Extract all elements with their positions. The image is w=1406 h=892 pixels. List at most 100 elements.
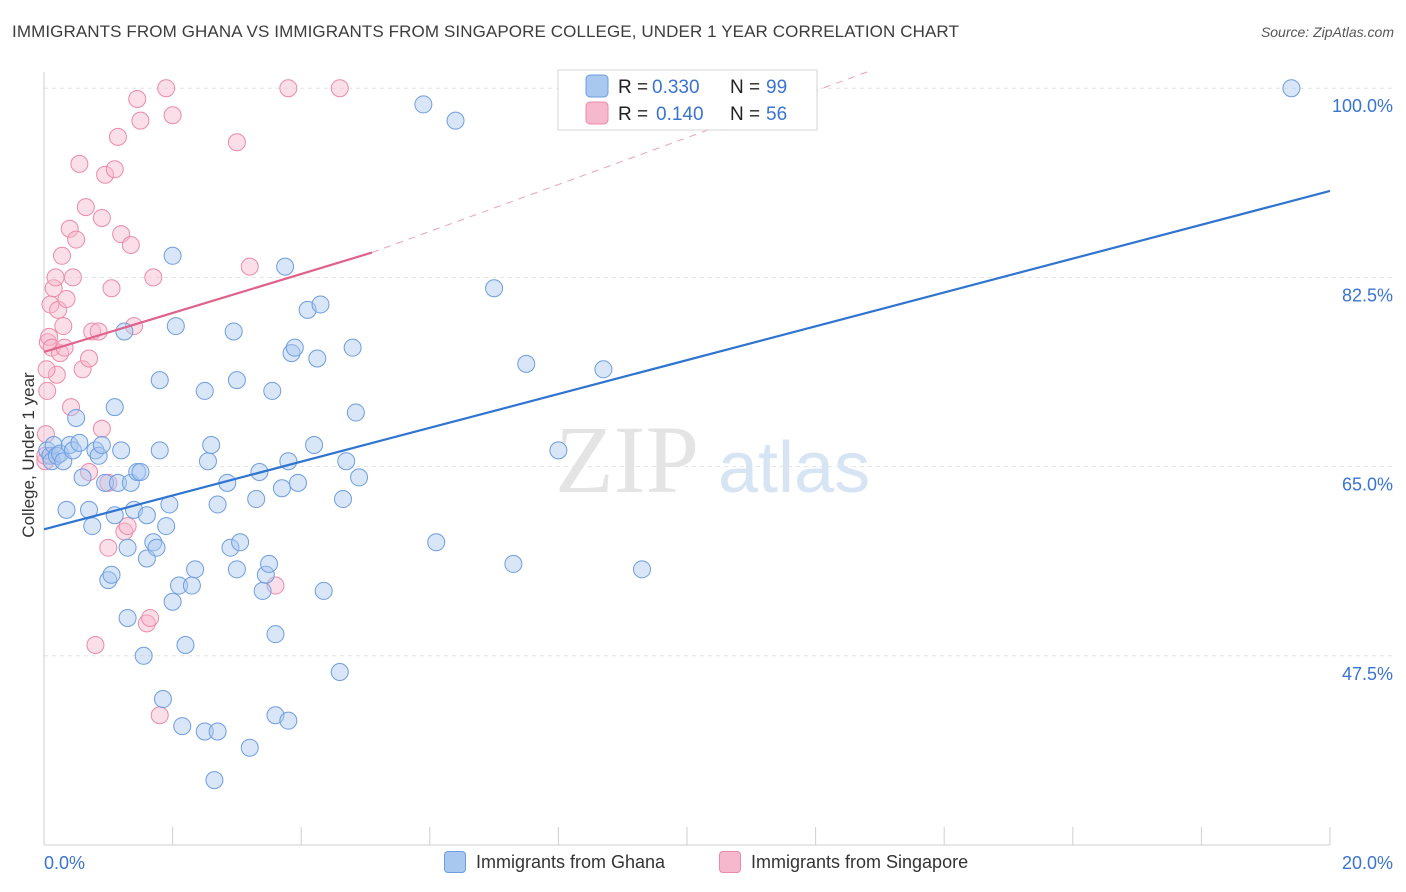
ghana-point[interactable]	[96, 473, 115, 492]
ghana-point[interactable]	[118, 608, 137, 627]
singapore-point[interactable]	[57, 290, 76, 309]
ghana-point[interactable]	[57, 500, 76, 519]
ghana-point[interactable]	[350, 468, 369, 487]
ghana-point[interactable]	[186, 560, 205, 579]
ghana-point[interactable]	[221, 538, 240, 557]
singapore-point[interactable]	[92, 208, 111, 227]
singapore-point[interactable]	[76, 198, 95, 217]
singapore-point[interactable]	[105, 160, 124, 179]
ghana-point[interactable]	[594, 360, 613, 379]
ghana-point[interactable]	[260, 554, 279, 573]
singapore-point[interactable]	[121, 235, 140, 254]
singapore-point[interactable]	[47, 365, 66, 384]
ghana-point[interactable]	[549, 441, 568, 460]
ghana-point[interactable]	[173, 717, 192, 736]
singapore-point[interactable]	[86, 635, 105, 654]
singapore-point[interactable]	[37, 360, 56, 379]
ghana-point[interactable]	[504, 554, 523, 573]
singapore-point[interactable]	[240, 257, 259, 276]
ghana-point[interactable]	[208, 495, 227, 514]
ghana-point[interactable]	[195, 722, 214, 741]
singapore-point[interactable]	[144, 268, 163, 287]
ghana-point[interactable]	[150, 441, 169, 460]
singapore-point[interactable]	[60, 219, 79, 238]
ghana-point[interactable]	[266, 625, 285, 644]
ghana-point[interactable]	[272, 479, 291, 498]
ghana-point[interactable]	[227, 371, 246, 390]
ghana-point[interactable]	[247, 490, 266, 509]
ghana-point[interactable]	[176, 635, 195, 654]
ghana-point[interactable]	[517, 354, 536, 373]
ghana-point[interactable]	[112, 441, 131, 460]
ghana-point[interactable]	[182, 576, 201, 595]
legend-item-ghana[interactable]: Immigrants from Ghana	[444, 851, 665, 873]
ghana-point[interactable]	[131, 463, 150, 482]
singapore-point[interactable]	[73, 360, 92, 379]
ghana-point[interactable]	[92, 435, 111, 454]
ghana-point[interactable]	[314, 581, 333, 600]
ghana-point[interactable]	[70, 433, 89, 452]
singapore-point[interactable]	[150, 706, 169, 725]
ghana-point[interactable]	[224, 322, 243, 341]
ghana-point[interactable]	[305, 435, 324, 454]
ghana-point[interactable]	[263, 381, 282, 400]
ghana-point[interactable]	[195, 381, 214, 400]
ghana-point[interactable]	[157, 517, 176, 536]
ghana-point[interactable]	[311, 295, 330, 314]
legend-item-singapore[interactable]: Immigrants from Singapore	[719, 851, 968, 873]
ghana-point[interactable]	[337, 452, 356, 471]
singapore-point[interactable]	[137, 614, 156, 633]
ghana-point[interactable]	[485, 279, 504, 298]
singapore-point[interactable]	[131, 111, 150, 130]
ghana-point[interactable]	[205, 771, 224, 790]
singapore-point[interactable]	[125, 317, 144, 336]
singapore-point[interactable]	[70, 154, 89, 173]
ghana-point[interactable]	[282, 344, 301, 363]
singapore-point[interactable]	[128, 90, 147, 109]
singapore-point[interactable]	[62, 398, 81, 417]
singapore-point[interactable]	[108, 127, 127, 146]
singapore-point[interactable]	[46, 268, 65, 287]
ghana-point[interactable]	[346, 403, 365, 422]
ghana-point[interactable]	[446, 111, 465, 130]
singapore-point[interactable]	[99, 538, 118, 557]
ghana-point[interactable]	[227, 560, 246, 579]
ghana-point[interactable]	[288, 473, 307, 492]
ghana-point[interactable]	[308, 349, 327, 368]
singapore-point[interactable]	[279, 79, 298, 98]
ghana-point[interactable]	[1282, 79, 1301, 98]
singapore-point[interactable]	[53, 246, 72, 265]
ghana-point[interactable]	[105, 398, 124, 417]
singapore-point[interactable]	[67, 230, 86, 249]
ghana-point[interactable]	[118, 538, 137, 557]
ghana-point[interactable]	[343, 338, 362, 357]
ghana-point[interactable]	[427, 533, 446, 552]
ghana-point[interactable]	[170, 576, 189, 595]
ghana-point[interactable]	[83, 517, 102, 536]
singapore-point[interactable]	[38, 381, 57, 400]
ghana-point[interactable]	[198, 452, 217, 471]
ghana-point[interactable]	[279, 711, 298, 730]
singapore-point[interactable]	[163, 106, 182, 125]
ghana-point[interactable]	[208, 722, 227, 741]
singapore-point[interactable]	[141, 608, 160, 627]
ghana-point[interactable]	[414, 95, 433, 114]
ghana-point[interactable]	[333, 490, 352, 509]
singapore-point[interactable]	[54, 317, 73, 336]
ghana-point[interactable]	[330, 663, 349, 682]
singapore-point[interactable]	[330, 79, 349, 98]
ghana-point[interactable]	[285, 338, 304, 357]
ghana-point[interactable]	[163, 246, 182, 265]
singapore-point[interactable]	[36, 452, 55, 471]
ghana-point[interactable]	[202, 435, 221, 454]
singapore-point[interactable]	[92, 419, 111, 438]
ghana-point[interactable]	[256, 565, 275, 584]
ghana-point[interactable]	[231, 533, 250, 552]
ghana-point[interactable]	[166, 317, 185, 336]
singapore-point[interactable]	[102, 279, 121, 298]
ghana-point[interactable]	[89, 446, 108, 465]
ghana-point[interactable]	[153, 690, 172, 709]
ghana-point[interactable]	[108, 473, 127, 492]
ghana-point[interactable]	[276, 257, 295, 276]
ghana-point[interactable]	[99, 571, 118, 590]
